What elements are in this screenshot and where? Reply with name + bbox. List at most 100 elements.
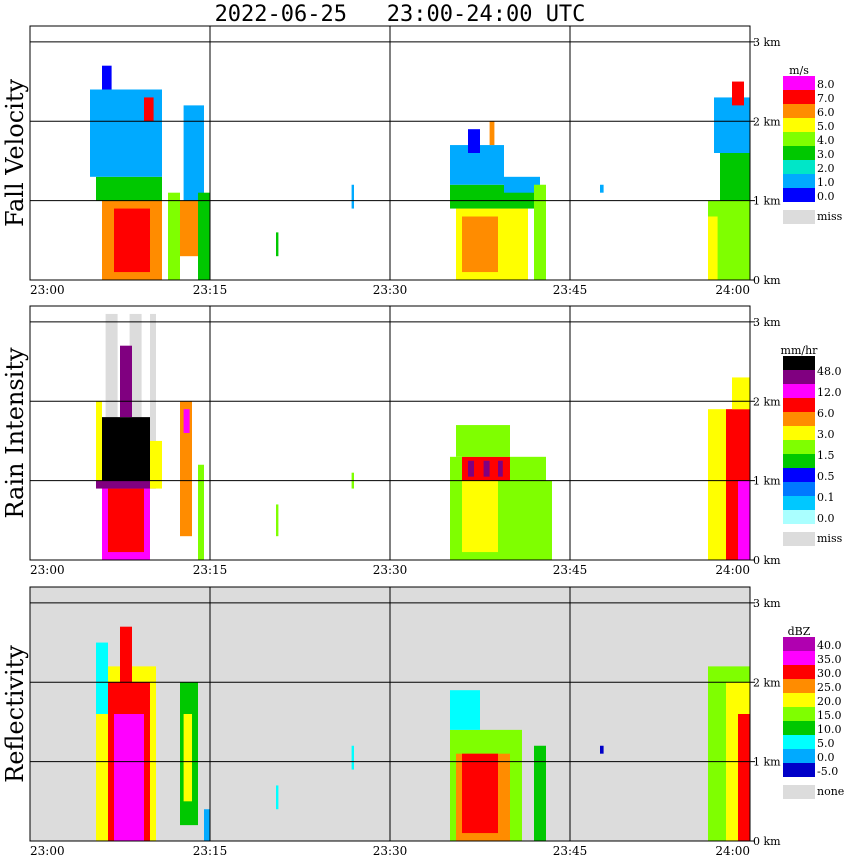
data-cell	[150, 440, 162, 489]
legend-missing-swatch	[783, 210, 815, 224]
data-cells-1	[96, 313, 750, 560]
data-cell	[150, 313, 156, 449]
legend-missing-swatch	[783, 532, 815, 546]
data-cell	[600, 184, 604, 193]
data-cell	[129, 313, 142, 449]
data-cell	[114, 208, 150, 273]
data-cell	[351, 745, 354, 770]
data-cell	[540, 480, 552, 560]
data-cell	[96, 642, 108, 714]
data-cell	[102, 417, 150, 481]
data-cell	[204, 809, 210, 841]
legend-label: 0.0	[817, 190, 835, 203]
legend-swatch	[783, 496, 815, 510]
data-cell	[114, 714, 144, 841]
legend-label: -5.0	[817, 765, 838, 778]
legend-label: 30.0	[817, 667, 842, 680]
data-cell	[144, 97, 154, 122]
legend-label: 0.0	[817, 751, 835, 764]
data-cell	[183, 714, 192, 802]
plot-border	[29, 305, 751, 561]
legend-label: 7.0	[817, 92, 835, 105]
legend-label: 2.0	[817, 162, 835, 175]
data-cell	[732, 377, 750, 410]
x-tick-label: 23:45	[553, 563, 588, 577]
legend-missing-label: miss	[817, 210, 843, 223]
legend-swatch	[783, 665, 815, 679]
legend-swatch	[783, 104, 815, 118]
legend-swatch	[783, 356, 815, 370]
y-tick-label: 1 km	[753, 475, 781, 488]
plot-border	[29, 586, 751, 842]
x-tick-label: 23:45	[553, 283, 588, 297]
y-tick-label: 1 km	[753, 756, 781, 769]
data-cell	[198, 192, 210, 280]
data-cell	[108, 488, 144, 553]
data-cell	[738, 714, 750, 841]
y-tick-label: 2 km	[753, 676, 781, 689]
data-cell	[168, 192, 180, 280]
x-tick-label: 23:15	[193, 283, 228, 297]
data-cell	[714, 97, 750, 153]
legend-label: 12.0	[817, 386, 842, 399]
legend-missing-label: none	[817, 785, 844, 798]
x-tick-label: 24:00	[715, 283, 750, 297]
legend-label: 5.0	[817, 120, 835, 133]
data-cell	[102, 65, 112, 90]
legend-swatch	[783, 454, 815, 468]
data-cell	[351, 184, 354, 209]
legend-swatch	[783, 721, 815, 735]
data-cell	[120, 345, 132, 418]
legend-swatch	[783, 763, 815, 777]
data-cell	[462, 753, 498, 834]
data-cell	[534, 184, 546, 280]
legend-swatch	[783, 510, 815, 524]
legend-label: 40.0	[817, 639, 842, 652]
data-cells-0	[90, 65, 750, 280]
legend-label: 1.0	[817, 176, 835, 189]
y-tick-label: 1 km	[753, 195, 781, 208]
x-tick-label: 23:30	[373, 283, 408, 297]
x-tick-label: 23:00	[30, 563, 65, 577]
x-tick-label: 24:00	[715, 844, 750, 858]
legend-swatch	[783, 412, 815, 426]
data-cell	[450, 690, 480, 730]
legend-missing-label: miss	[817, 532, 843, 545]
legend-swatch	[783, 188, 815, 202]
data-cells-2	[96, 626, 750, 841]
data-cell	[180, 401, 192, 537]
data-cell	[462, 480, 498, 553]
data-cell	[720, 153, 750, 201]
legend-missing-swatch	[783, 785, 815, 799]
legend-label: 5.0	[817, 737, 835, 750]
data-cell	[732, 81, 744, 106]
y-tick-label: 3 km	[753, 36, 781, 49]
legend-label: 25.0	[817, 681, 842, 694]
legend-units: m/s	[789, 64, 809, 77]
data-cell	[96, 176, 162, 201]
data-cell	[276, 785, 279, 810]
y-tick-label: 0 km	[753, 274, 781, 287]
legend-label: 35.0	[817, 653, 842, 666]
data-cell	[183, 105, 204, 201]
y-tick-label: 2 km	[753, 395, 781, 408]
legend-swatch	[783, 637, 815, 651]
legend-swatch	[783, 398, 815, 412]
legend-swatch	[783, 707, 815, 721]
legend-label: 8.0	[817, 78, 835, 91]
data-cell	[708, 216, 718, 280]
x-tick-label: 23:15	[193, 563, 228, 577]
y-tick-label: 3 km	[753, 597, 781, 610]
legend-swatch	[783, 679, 815, 693]
legend-swatch	[783, 90, 815, 104]
legend-label: 10.0	[817, 723, 842, 736]
legend-swatch	[783, 693, 815, 707]
data-cell	[462, 216, 498, 273]
legend-swatch	[783, 440, 815, 454]
x-tick-label: 23:00	[30, 844, 65, 858]
legend-swatch	[783, 118, 815, 132]
legend-units: dBZ	[788, 625, 811, 638]
data-cell	[483, 460, 490, 477]
legend-label: 15.0	[817, 709, 842, 722]
